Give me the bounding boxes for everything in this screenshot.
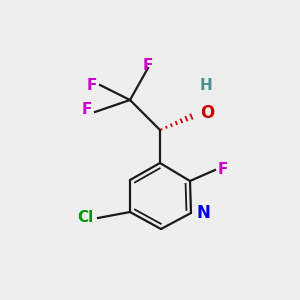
Text: N: N (196, 204, 210, 222)
Text: H: H (200, 78, 213, 93)
Text: Cl: Cl (78, 211, 94, 226)
Text: O: O (200, 104, 214, 122)
Text: F: F (87, 77, 97, 92)
Text: F: F (218, 163, 228, 178)
Text: F: F (143, 58, 153, 73)
Text: F: F (82, 103, 92, 118)
